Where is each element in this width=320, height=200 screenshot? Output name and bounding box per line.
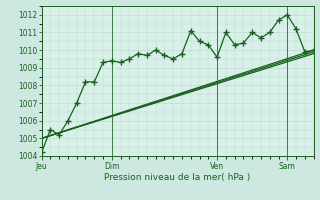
X-axis label: Pression niveau de la mer( hPa ): Pression niveau de la mer( hPa ) <box>104 173 251 182</box>
